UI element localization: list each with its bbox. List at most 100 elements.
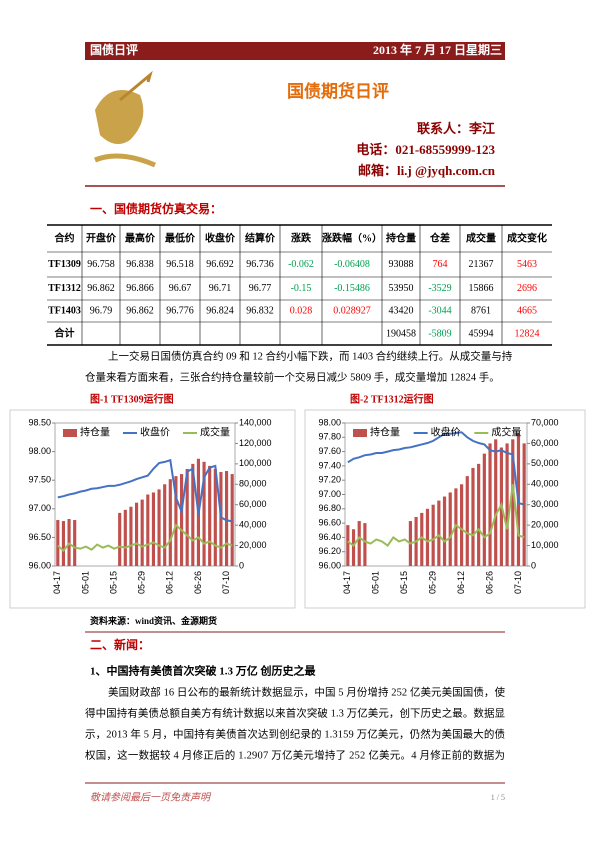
x-tick-label: 04-17 bbox=[52, 571, 62, 594]
table-cell: 96.862 bbox=[87, 283, 115, 294]
bar bbox=[465, 476, 469, 566]
table-cell: -0.062 bbox=[288, 259, 314, 270]
bar bbox=[129, 506, 133, 566]
table-cell: -3044 bbox=[428, 305, 451, 316]
y2-tick-label: 20,000 bbox=[531, 520, 559, 530]
legend-label: 成交量 bbox=[491, 425, 521, 438]
table-header: 收盘价 bbox=[205, 231, 236, 244]
chart-title: 图-1 TF1309运行图 bbox=[90, 392, 174, 405]
table-header: 成交变化 bbox=[507, 231, 547, 244]
y2-tick-label: 30,000 bbox=[531, 499, 559, 509]
contact-person: 联系人：李江 bbox=[417, 121, 495, 136]
bar bbox=[346, 525, 350, 566]
bar bbox=[230, 474, 234, 566]
bar bbox=[351, 529, 356, 566]
table-cell: 96.79 bbox=[90, 305, 113, 316]
legend-label: 收盘价 bbox=[431, 425, 461, 438]
x-tick-label: 06-26 bbox=[193, 571, 203, 594]
legend-label: 持仓量 bbox=[80, 425, 110, 438]
y-tick-label: 96.20 bbox=[318, 546, 341, 556]
table-header: 合约 bbox=[54, 231, 75, 244]
bar bbox=[56, 520, 60, 566]
source: 资料来源：wind资讯、金源期货 bbox=[90, 615, 217, 626]
table-header: 最低价 bbox=[165, 231, 196, 244]
table-cell: 96.71 bbox=[209, 283, 232, 294]
section-title: 一、国债期货仿真交易： bbox=[90, 201, 222, 216]
y2-tick-label: 50,000 bbox=[531, 458, 559, 468]
table-cell: 96.824 bbox=[206, 305, 234, 316]
y-tick-label: 96.50 bbox=[28, 532, 51, 542]
bar bbox=[185, 468, 189, 566]
table-cell: 4665 bbox=[517, 305, 537, 316]
table-cell: 53950 bbox=[389, 283, 414, 294]
table-cell: -0.15486 bbox=[334, 283, 370, 294]
bar bbox=[471, 467, 475, 566]
table-header: 涨跌 bbox=[291, 231, 312, 244]
bar bbox=[157, 489, 161, 566]
line bbox=[347, 484, 525, 547]
bar bbox=[61, 521, 66, 566]
chart-frame bbox=[304, 409, 586, 609]
y2-tick-label: 60,000 bbox=[239, 499, 267, 509]
bar bbox=[224, 471, 229, 566]
table-cell: 96.862 bbox=[126, 305, 154, 316]
table-cell: TF1309 bbox=[48, 259, 81, 270]
bar bbox=[420, 512, 424, 566]
bar bbox=[505, 443, 509, 566]
bar bbox=[460, 484, 464, 566]
legend-swatch bbox=[63, 429, 77, 437]
y2-tick-label: 100,000 bbox=[239, 458, 272, 468]
paragraph-line: 仓量来看方面来看，三张合约持仓量较前一个交易日减少 5809 手，成交量增加 1… bbox=[85, 370, 500, 383]
table-cell: 合计 bbox=[54, 326, 75, 339]
table-cell: 96.866 bbox=[126, 283, 154, 294]
paragraph-line: 上一交易日国债仿真合约 09 和 12 合约小幅下跌，而 1403 合约继续上行… bbox=[108, 349, 513, 362]
table-cell: 96.518 bbox=[166, 259, 194, 270]
bar bbox=[477, 463, 481, 566]
table-cell: 21367 bbox=[469, 259, 494, 270]
y-tick-label: 97.80 bbox=[318, 432, 341, 442]
paragraph-line: 美国财政部 16 日公布的最新统计数据显示，中国 5 月份增持 252 亿美元美… bbox=[108, 685, 506, 698]
paragraph-line: 权国，这一数据较 4 月修正后的 1.2907 万亿美元增持了 252 亿美元。… bbox=[85, 748, 505, 761]
bar bbox=[522, 443, 526, 566]
y2-tick-label: 140,000 bbox=[239, 417, 272, 427]
y-tick-label: 98.50 bbox=[28, 417, 51, 427]
news-title: 1、中国持有美债首次突破 1.3 万亿 创历史之最 bbox=[90, 664, 316, 678]
y2-tick-label: 40,000 bbox=[531, 479, 559, 489]
table-cell: 96.77 bbox=[249, 283, 272, 294]
table-cell: 190458 bbox=[386, 328, 416, 339]
table-cell: 93088 bbox=[389, 259, 414, 270]
table-cell: 8761 bbox=[471, 305, 491, 316]
logo bbox=[94, 70, 156, 168]
y-tick-label: 96.00 bbox=[318, 560, 341, 570]
bar bbox=[213, 468, 217, 566]
table-cell: -5809 bbox=[428, 328, 451, 339]
y-tick-label: 96.60 bbox=[318, 517, 341, 527]
table-cell: 12824 bbox=[515, 328, 540, 339]
bar bbox=[123, 509, 127, 566]
contact-phone: 电话：021-68559999-123 bbox=[356, 142, 495, 157]
x-tick-label: 05-15 bbox=[108, 571, 118, 594]
line bbox=[347, 431, 525, 506]
table-cell: 15866 bbox=[469, 283, 494, 294]
bar bbox=[431, 504, 435, 566]
table-cell: 0.028 bbox=[290, 305, 313, 316]
table-cell: 0.028927 bbox=[333, 305, 371, 316]
x-tick-label: 04-17 bbox=[342, 571, 352, 594]
bar bbox=[448, 492, 452, 566]
table-cell: 96.838 bbox=[126, 259, 154, 270]
table-header: 持仓量 bbox=[386, 231, 416, 244]
y-tick-label: 98.00 bbox=[28, 446, 51, 456]
bar bbox=[425, 508, 430, 566]
bar bbox=[163, 484, 167, 566]
line bbox=[57, 458, 233, 523]
table-cell: 43420 bbox=[389, 305, 414, 316]
table-cell: 96.67 bbox=[169, 283, 192, 294]
bar bbox=[494, 439, 498, 566]
y-tick-label: 97.60 bbox=[318, 446, 341, 456]
table-cell: TF1312 bbox=[48, 283, 81, 294]
plot-area bbox=[344, 422, 528, 567]
y-tick-label: 97.20 bbox=[318, 475, 341, 485]
table-cell: 96.776 bbox=[166, 305, 194, 316]
line bbox=[57, 523, 233, 553]
page-number: 1 / 5 bbox=[491, 793, 505, 802]
